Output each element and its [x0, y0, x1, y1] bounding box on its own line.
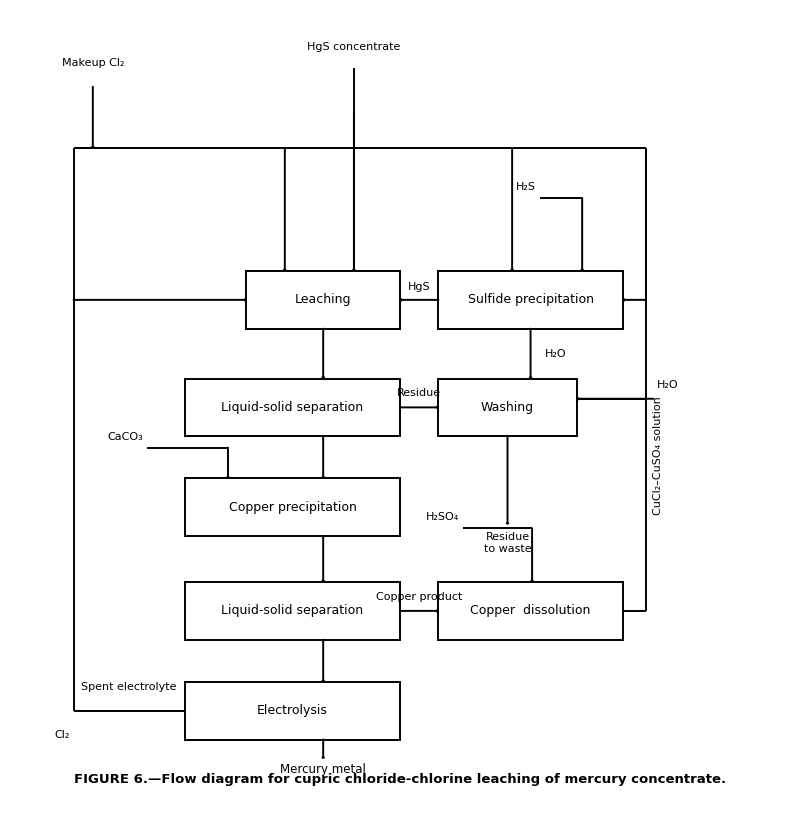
- FancyBboxPatch shape: [185, 682, 400, 740]
- Text: Leaching: Leaching: [295, 293, 351, 306]
- Text: Liquid-solid separation: Liquid-solid separation: [222, 604, 363, 618]
- FancyBboxPatch shape: [438, 379, 577, 436]
- Text: Sulfide precipitation: Sulfide precipitation: [467, 293, 594, 306]
- Text: Copper precipitation: Copper precipitation: [229, 501, 357, 513]
- FancyBboxPatch shape: [185, 379, 400, 436]
- Text: FIGURE 6.—Flow diagram for cupric chloride-chlorine leaching of mercury concentr: FIGURE 6.—Flow diagram for cupric chlori…: [74, 772, 726, 786]
- Text: CaCO₃: CaCO₃: [107, 431, 142, 441]
- Text: H₂S: H₂S: [516, 182, 536, 192]
- Text: Copper product: Copper product: [376, 592, 462, 602]
- Text: Residue: Residue: [397, 388, 442, 398]
- Text: Residue
to waste: Residue to waste: [484, 533, 531, 553]
- FancyBboxPatch shape: [185, 478, 400, 536]
- Text: Electrolysis: Electrolysis: [257, 704, 328, 717]
- Text: Mercury metal: Mercury metal: [280, 763, 366, 777]
- FancyBboxPatch shape: [438, 271, 622, 329]
- FancyBboxPatch shape: [246, 271, 400, 329]
- Text: Cl₂: Cl₂: [54, 730, 70, 740]
- Text: Liquid-solid separation: Liquid-solid separation: [222, 401, 363, 414]
- Text: Spent electrolyte: Spent electrolyte: [82, 681, 177, 691]
- Text: Copper  dissolution: Copper dissolution: [470, 604, 590, 618]
- Text: H₂O: H₂O: [658, 380, 679, 390]
- Text: H₂SO₄: H₂SO₄: [426, 512, 459, 522]
- Text: CuCl₂–CuSO₄ solution: CuCl₂–CuSO₄ solution: [654, 396, 663, 515]
- Text: HgS concentrate: HgS concentrate: [307, 42, 401, 52]
- Text: HgS: HgS: [408, 283, 430, 292]
- FancyBboxPatch shape: [438, 582, 622, 640]
- FancyBboxPatch shape: [185, 582, 400, 640]
- Text: H₂O: H₂O: [544, 349, 566, 359]
- Text: Makeup Cl₂: Makeup Cl₂: [62, 58, 124, 68]
- Text: Washing: Washing: [481, 401, 534, 414]
